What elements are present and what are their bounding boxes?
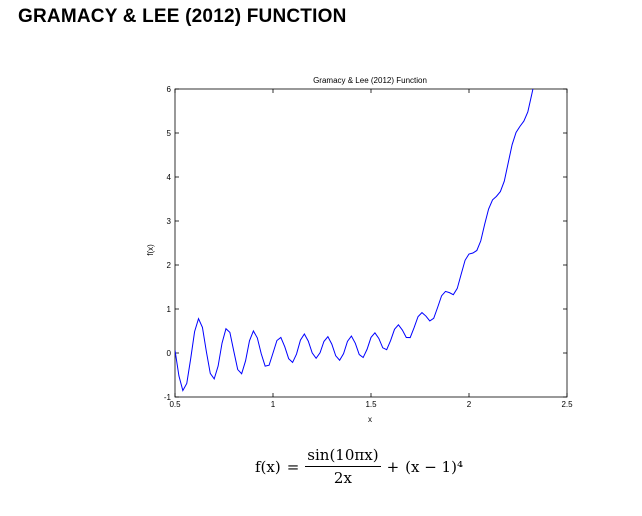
formula-numerator: sin(10πx)	[305, 446, 381, 467]
x-tick-label: 1.5	[365, 400, 377, 409]
series-line-fx	[175, 89, 534, 392]
x-tick-label: 2	[467, 400, 472, 409]
y-tick-label: 2	[167, 261, 172, 270]
y-tick-label: -1	[164, 393, 172, 402]
y-tick-label: 4	[167, 173, 172, 182]
y-tick-label: 5	[167, 129, 172, 138]
x-tick-label: 0.5	[169, 400, 181, 409]
formula-lhs: f(x)	[255, 457, 281, 476]
formula-denominator: 2x	[333, 469, 352, 487]
formula-equals: =	[286, 457, 300, 476]
chart: Gramacy & Lee (2012) Function 0.5 1 1.5 2 2.…	[146, 76, 573, 424]
y-tick-label: 0	[167, 349, 172, 358]
y-axis-label: f(x)	[146, 244, 155, 256]
chart-title: Gramacy & Lee (2012) Function	[313, 76, 427, 85]
x-tick-label: 2.5	[561, 400, 573, 409]
formula-fraction: sin(10πx) 2x	[302, 446, 383, 487]
formula: f(x) = sin(10πx) 2x + (x − 1)⁴	[252, 446, 466, 487]
axis-ticks: 0.5 1 1.5 2 2.5 -1 0 1 2 3 4 5 6	[164, 85, 573, 409]
plot-frame	[174, 88, 568, 398]
y-tick-label: 3	[167, 217, 172, 226]
x-tick-label: 1	[271, 400, 276, 409]
formula-power-term: (x − 1)⁴	[405, 457, 463, 476]
x-axis-label: x	[368, 415, 372, 424]
page-title: GRAMACY & LEE (2012) FUNCTION	[18, 6, 347, 27]
y-tick-label: 6	[167, 85, 172, 94]
y-tick-label: 1	[167, 305, 172, 314]
formula-plus: +	[386, 457, 400, 476]
